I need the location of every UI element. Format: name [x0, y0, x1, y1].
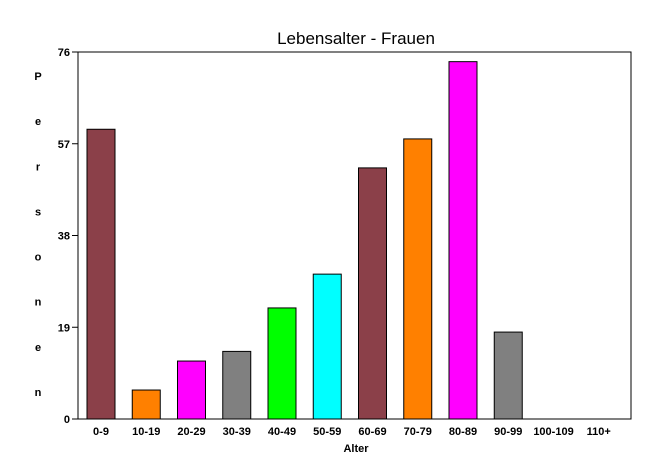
y-tick-label: 57: [58, 139, 70, 151]
y-axis-label-char: s: [35, 206, 41, 218]
bar-70-79: [403, 138, 433, 420]
x-axis-ticks: 0-9 10-19 20-29 30-39 40-49 50-59 60-69 70-79 80…: [93, 426, 611, 438]
x-tick-label: 60-69: [358, 426, 386, 438]
y-axis-label-char: e: [35, 342, 41, 354]
bar-20-29: [177, 360, 206, 420]
x-tick-label: 10-19: [132, 426, 160, 438]
y-tick-label: 0: [64, 414, 70, 426]
x-tick-label: 110+: [587, 426, 611, 438]
bar-90-99: [493, 331, 523, 420]
x-tick-label: 100-109: [533, 426, 573, 438]
y-axis-label-char: n: [35, 387, 42, 399]
bar-50-59: [312, 273, 342, 420]
x-tick-label: 20-29: [177, 426, 205, 438]
y-tick-label: 76: [58, 47, 70, 59]
y-tick-label: 19: [58, 322, 70, 334]
bar-0-9: [86, 128, 116, 420]
x-tick-label: 70-79: [404, 426, 432, 438]
x-tick-label: 30-39: [223, 426, 251, 438]
y-axis-label-char: n: [35, 297, 42, 309]
y-axis-label-char: r: [36, 161, 41, 173]
x-tick-label: 40-49: [268, 426, 296, 438]
chart-title: Lebensalter - Frauen: [277, 29, 435, 48]
x-axis-label: Alter: [343, 443, 369, 455]
bar-60-69: [358, 167, 387, 420]
y-axis-label-char: P: [34, 71, 41, 83]
bar-30-39: [222, 350, 252, 420]
y-axis-label-char: o: [35, 252, 42, 264]
y-axis-label: Pe r s o n e n: [34, 71, 41, 399]
x-tick-label: 0-9: [93, 426, 109, 438]
bars: [86, 61, 523, 420]
plot-frame: [77, 51, 632, 420]
y-tick-label: 38: [58, 231, 70, 243]
x-tick-label: 80-89: [449, 426, 477, 438]
y-axis-ticks: 0 19 38 57 76: [58, 47, 78, 426]
bar-80-89: [448, 61, 478, 420]
y-axis-label-char: e: [35, 116, 41, 128]
bar-40-49: [267, 307, 297, 420]
bar-10-19: [131, 389, 161, 420]
x-tick-label: 90-99: [494, 426, 522, 438]
x-tick-label: 50-59: [313, 426, 341, 438]
